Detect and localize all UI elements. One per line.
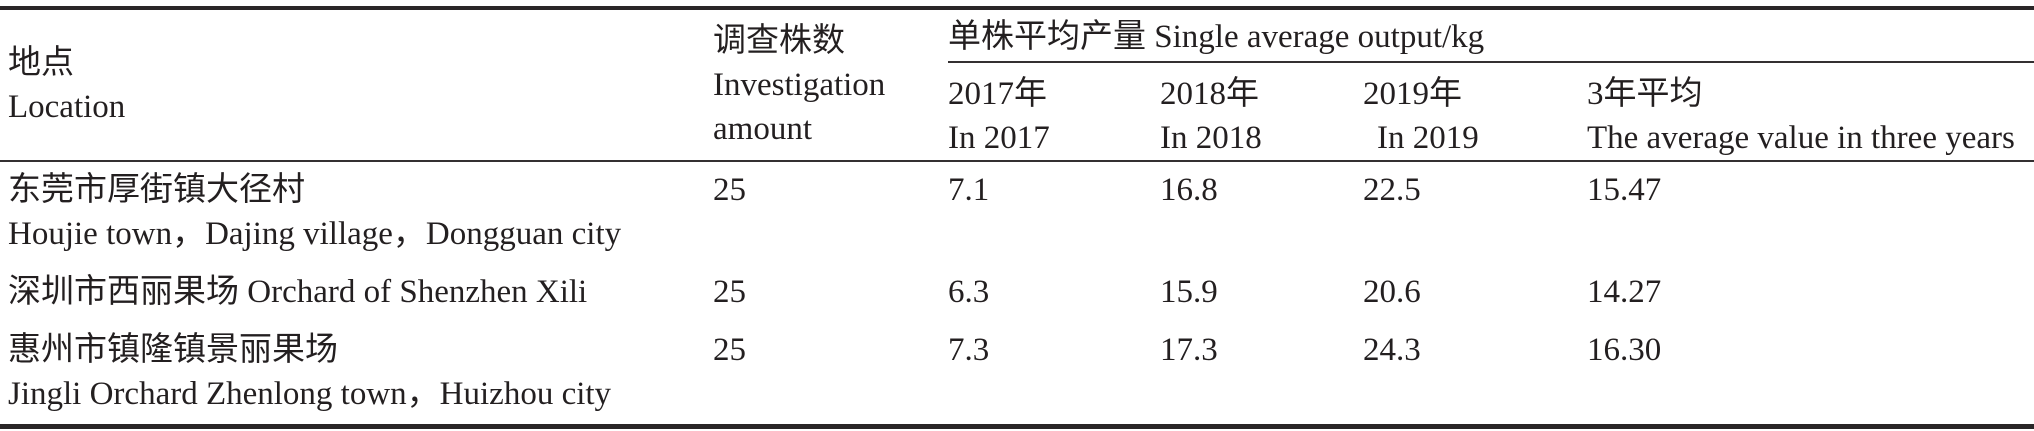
col-header-2018: 2018年 In 2018 (1160, 62, 1363, 162)
col-header-amount-en-line2: amount (713, 111, 812, 147)
cell-location: 东莞市厚街镇大径村 Houjie town，Dajing village，Don… (0, 161, 713, 264)
col-header-3yr-average-en: The average value in three years (1587, 120, 2015, 156)
cell-amount: 25 (713, 274, 746, 310)
table-body: 东莞市厚街镇大径村 Houjie town，Dajing village，Don… (0, 161, 2034, 427)
col-header-2017-en: In 2017 (948, 120, 1050, 156)
cell-output-2018: 17.3 (1160, 332, 1218, 368)
cell-output-2019: 24.3 (1363, 332, 1421, 368)
col-header-location: 地点 Location (0, 8, 713, 162)
cell-output-2018: 16.8 (1160, 172, 1218, 208)
table-header: 地点 Location 调查株数 Investigation amount 单株… (0, 8, 2034, 162)
cell-location-en: Jingli Orchard Zhenlong town，Huizhou cit… (8, 376, 612, 412)
cell-location-zh: 惠州市镇隆镇景丽果场 (8, 332, 338, 368)
cell-amount: 25 (713, 332, 746, 368)
col-header-location-en: Location (8, 89, 126, 125)
cell-output-2017: 7.1 (948, 172, 990, 208)
table-row-huizhou: 惠州市镇隆镇景丽果场 Jingli Orchard Zhenlong town，… (0, 322, 2034, 427)
cell-location: 惠州市镇隆镇景丽果场 Jingli Orchard Zhenlong town，… (0, 322, 713, 427)
cell-output-2018: 15.9 (1160, 274, 1218, 310)
cell-location: 深圳市西丽果场 Orchard of Shenzhen Xili (0, 264, 713, 322)
cell-output-2019: 22.5 (1363, 172, 1421, 208)
yield-table: 地点 Location 调查株数 Investigation amount 单株… (0, 6, 2034, 429)
col-header-amount: 调查株数 Investigation amount (713, 8, 948, 162)
col-header-2018-en: In 2018 (1160, 120, 1262, 156)
col-header-amount-en-line1: Investigation (713, 67, 886, 103)
cell-output-average: 14.27 (1587, 274, 1662, 310)
cell-output-2017: 6.3 (948, 274, 990, 310)
cell-amount: 25 (713, 172, 746, 208)
col-header-location-zh: 地点 (8, 45, 74, 81)
col-header-3yr-average-zh: 3年平均 (1587, 76, 1703, 112)
cell-output-2019: 20.6 (1363, 274, 1421, 310)
cell-location-en: Houjie town，Dajing village，Dongguan city (8, 216, 622, 252)
col-header-2019-en: In 2019 (1377, 120, 1479, 156)
header-row-2: 2017年 In 2017 2018年 In 2018 2019年 In 201… (0, 62, 2034, 162)
col-header-3yr-average: 3年平均 The average value in three years (1587, 62, 2034, 162)
table-row-shenzhen: 深圳市西丽果场 Orchard of Shenzhen Xili 25 6.3 … (0, 264, 2034, 322)
cell-location-zh: 深圳市西丽果场 Orchard of Shenzhen Xili (8, 274, 588, 310)
header-row-1: 地点 Location 调查株数 Investigation amount 单株… (0, 8, 2034, 162)
col-header-2019-zh: 2019年 (1363, 76, 1462, 112)
cell-location-zh: 东莞市厚街镇大径村 (8, 172, 305, 208)
cell-output-2017: 7.3 (948, 332, 990, 368)
col-header-2018-zh: 2018年 (1160, 76, 1259, 112)
col-header-2019: 2019年 In 2019 (1363, 62, 1587, 162)
cell-output-average: 15.47 (1587, 172, 1662, 208)
col-header-2017-zh: 2017年 (948, 76, 1047, 112)
col-header-amount-zh: 调查株数 (713, 23, 845, 59)
table-row-dongguan: 东莞市厚街镇大径村 Houjie town，Dajing village，Don… (0, 161, 2034, 264)
cell-output-average: 16.30 (1587, 332, 1662, 368)
group-header-single-average-output: 单株平均产量 Single average output/kg (948, 8, 2034, 63)
col-header-2017: 2017年 In 2017 (948, 62, 1160, 162)
